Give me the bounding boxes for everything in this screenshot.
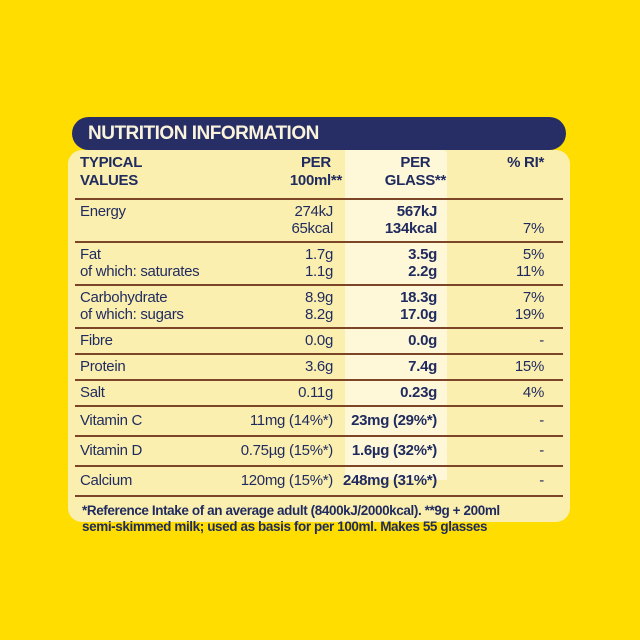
table-row-line: Vitamin D 0.75µg (15%*) 1.6µg (32%*) - xyxy=(68,442,570,459)
cell-ri: 4% xyxy=(522,384,544,401)
table-row-energy: Energy 274kJ 567kJ 65kcal 134kcal 7% xyxy=(68,200,570,241)
cell-glass: 2.2g xyxy=(408,263,437,280)
cell-per100: 65kcal xyxy=(291,220,333,237)
table-row-vitamin-c: Vitamin C 11mg (14%*) 23mg (29%*) - xyxy=(68,407,570,435)
footnote-text: *Reference Intake of an average adult (8… xyxy=(68,497,570,545)
table-row-protein: Protein 3.6g 7.4g 15% xyxy=(68,355,570,379)
cell-per100: 8.9g xyxy=(305,289,333,306)
cell-label: Vitamin C xyxy=(80,412,143,429)
row-divider xyxy=(75,379,563,381)
cell-label: Fibre xyxy=(80,332,113,349)
cell-label: Salt xyxy=(80,384,105,401)
row-divider xyxy=(75,495,563,497)
cell-label: Vitamin D xyxy=(80,442,143,459)
header-typical-line1: TYPICAL xyxy=(80,154,143,171)
cell-glass: 248mg (31%*) xyxy=(343,472,437,489)
cell-glass: 3.5g xyxy=(408,246,437,263)
cell-ri: 7% xyxy=(522,220,544,237)
footnote-line2: semi-skimmed milk; used as basis for per… xyxy=(82,519,488,534)
table-row-salt: Salt 0.11g 0.23g 4% xyxy=(68,381,570,405)
table-row-line: Fat 1.7g 3.5g 5% xyxy=(68,246,570,263)
nutrition-header-bar: NUTRITION INFORMATION xyxy=(72,117,566,150)
row-divider xyxy=(75,465,563,467)
cell-glass: 23mg (29%*) xyxy=(351,412,437,429)
table-row-line: Vitamin C 11mg (14%*) 23mg (29%*) - xyxy=(68,412,570,429)
cell-label: Fat xyxy=(80,246,101,263)
table-row-line: Salt 0.11g 0.23g 4% xyxy=(68,384,570,401)
table-row-line: Energy 274kJ 567kJ xyxy=(68,203,570,220)
table-row-carbohydrate: Carbohydrate 8.9g 18.3g 7% of which: sugars 8… xyxy=(68,286,570,327)
cell-label: Protein xyxy=(80,358,126,375)
cell-per100: 274kJ xyxy=(294,203,333,220)
table-body: Energy 274kJ 567kJ 65kcal 134kcal 7% Fat 1.7g 3.… xyxy=(68,198,570,497)
cell-ri: 15% xyxy=(514,358,544,375)
table-row-line: Calcium 120mg (15%*) 248mg (31%*) - xyxy=(68,472,570,489)
table-row-fat: Fat 1.7g 3.5g 5% of which: saturates 1.1g 2.2g… xyxy=(68,243,570,284)
cell-ri: - xyxy=(539,472,544,489)
cell-ri: - xyxy=(539,442,544,459)
table-row-line: of which: sugars 8.2g 17.0g 19% xyxy=(68,306,570,323)
cell-per100: 0.11g xyxy=(298,384,333,401)
header-typical-values: TYPICAL VALUES xyxy=(80,154,142,190)
header-glass-line1: PER xyxy=(400,154,431,171)
header-per100-line2: 100ml** xyxy=(289,172,342,189)
cell-ri: 11% xyxy=(515,263,544,280)
cell-glass: 1.6µg (32%*) xyxy=(351,442,437,459)
cell-per100: 120mg (15%*) xyxy=(240,472,334,489)
header-glass-line2: GLASS** xyxy=(384,172,447,189)
nutrition-panel: TYPICAL VALUES PER 100ml** PER GLASS** %… xyxy=(68,150,570,534)
cell-per100: 8.2g xyxy=(305,306,333,323)
header-percent-ri: % RI* xyxy=(507,154,544,171)
table-row-fibre: Fibre 0.0g 0.0g - xyxy=(68,329,570,353)
row-divider xyxy=(75,284,563,286)
cell-glass: 17.0g xyxy=(400,306,437,323)
footnote-line1: *Reference Intake of an average adult (8… xyxy=(82,503,500,518)
cell-label: Energy xyxy=(80,203,126,220)
cell-glass: 0.0g xyxy=(408,332,437,349)
table-row-vitamin-d: Vitamin D 0.75µg (15%*) 1.6µg (32%*) - xyxy=(68,437,570,465)
cell-ri: 19% xyxy=(514,306,544,323)
cell-glass: 567kJ xyxy=(396,203,438,220)
cell-per100: 11mg (14%*) xyxy=(249,412,333,429)
header-per100-line1: PER xyxy=(300,154,331,171)
cell-per100: 1.7g xyxy=(305,246,333,263)
cell-label: Carbohydrate xyxy=(80,289,168,306)
table-header: TYPICAL VALUES PER 100ml** PER GLASS** %… xyxy=(68,150,570,198)
table-row-line: of which: saturates 1.1g 2.2g 11% xyxy=(68,263,570,280)
cell-label: of which: saturates xyxy=(80,263,200,280)
table-row-calcium: Calcium 120mg (15%*) 248mg (31%*) - xyxy=(68,467,570,495)
cell-ri: - xyxy=(539,412,544,429)
cell-per100: 0.0g xyxy=(305,332,333,349)
cell-glass: 7.4g xyxy=(408,358,437,375)
row-divider xyxy=(75,435,563,437)
cell-glass: 0.23g xyxy=(400,384,437,401)
table-row-line: Fibre 0.0g 0.0g - xyxy=(68,332,570,349)
cell-per100: 1.1g xyxy=(305,263,333,280)
per-glass-highlight-column xyxy=(345,150,447,480)
cell-label: of which: sugars xyxy=(80,306,184,323)
cell-per100: 0.75µg (15%*) xyxy=(240,442,334,459)
row-divider xyxy=(75,353,563,355)
cell-ri: 5% xyxy=(522,246,544,263)
cell-label: Calcium xyxy=(80,472,133,489)
table-row-line: Protein 3.6g 7.4g 15% xyxy=(68,358,570,375)
row-divider xyxy=(75,405,563,407)
header-per-100ml: PER 100ml** xyxy=(290,154,342,190)
cell-per100: 3.6g xyxy=(305,358,333,375)
table-row-line: Carbohydrate 8.9g 18.3g 7% xyxy=(68,289,570,306)
cell-glass: 18.3g xyxy=(400,289,437,306)
cell-ri: 7% xyxy=(522,289,544,306)
table-row-line: 65kcal 134kcal 7% xyxy=(68,220,570,237)
row-divider xyxy=(75,327,563,329)
header-typical-line2: VALUES xyxy=(80,172,138,189)
header-per-glass: PER GLASS** xyxy=(384,154,447,190)
row-divider xyxy=(75,241,563,243)
cell-glass: 134kcal xyxy=(384,220,437,237)
cell-ri: - xyxy=(539,332,544,349)
nutrition-header-title: NUTRITION INFORMATION xyxy=(88,122,319,144)
row-divider xyxy=(75,198,563,200)
